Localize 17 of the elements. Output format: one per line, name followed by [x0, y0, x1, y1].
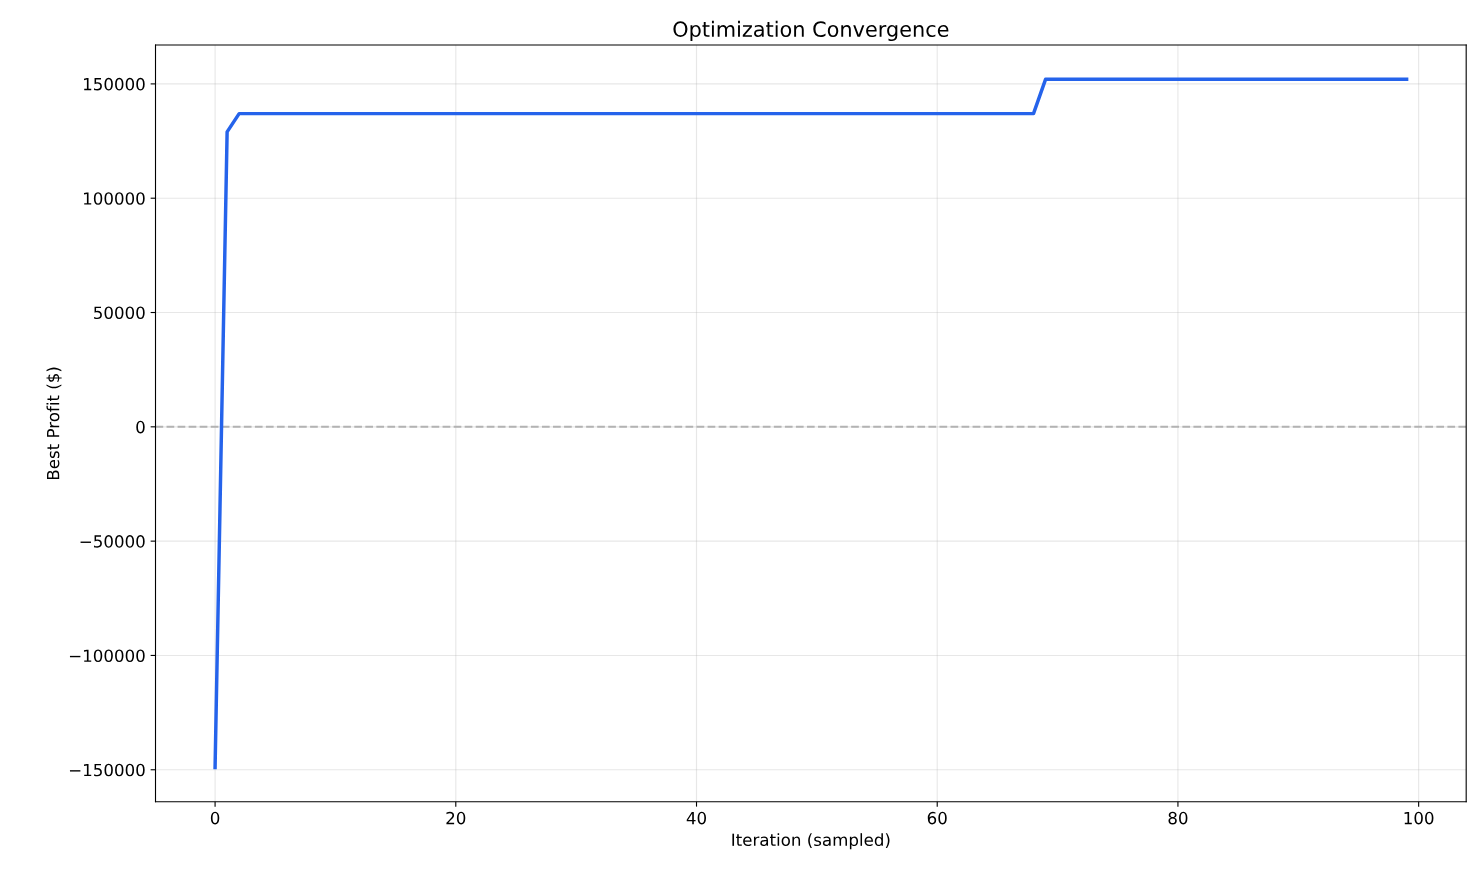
y-tick-label: −50000 [80, 535, 145, 548]
x-tick-label: 60 [927, 811, 947, 825]
x-tick-label: 80 [1168, 811, 1188, 825]
y-tick-label: 0 [136, 420, 145, 434]
y-tick-label: 50000 [94, 306, 145, 320]
y-tick-label: −150000 [69, 763, 145, 777]
y-axis-title: Best Profit ($) [46, 367, 62, 480]
y-tick-label: −100000 [69, 649, 145, 663]
x-axis-title: Iteration (sampled) [732, 833, 890, 850]
x-tick-label: 40 [686, 811, 707, 825]
x-tick-label: 100 [1404, 811, 1434, 825]
chart-title: Optimization Convergence [673, 20, 949, 42]
x-tick-label: 20 [446, 811, 466, 825]
line-series [213, 77, 1409, 770]
y-tick-label: 150000 [83, 77, 145, 91]
y-tick-label: 100000 [83, 192, 145, 205]
x-tick-label: 0 [210, 811, 220, 825]
